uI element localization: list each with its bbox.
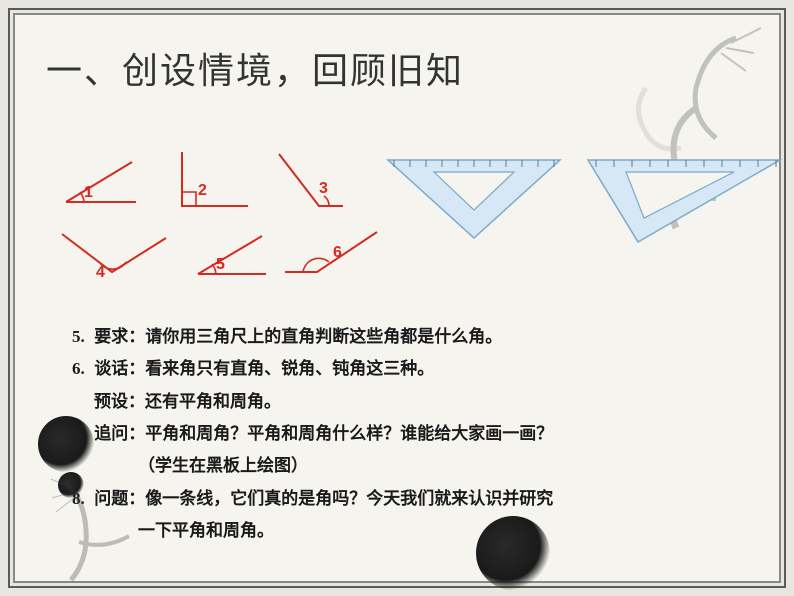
angles-row: 1 2 3 [54,144,784,304]
line-8: 8. 问题：像一条线，它们真的是角吗？今天我们就来认识并研究 [72,486,752,512]
text-block: 5. 要求：请你用三角尺上的直角判断这些角都是什么角。 6. 谈话：看来角只有直… [72,324,752,550]
line-6b: 预设：还有平角和周角。 [72,389,752,415]
slide-frame: 一、创设情境，回顾旧知 1 [8,8,786,588]
set-square-1 [384,154,564,249]
line-6-label: 谈话： [94,359,145,378]
line-7b: （学生在黑板上绘图） [72,453,752,479]
line-7: 7. 追问：平角和周角？平角和周角什么样？谁能给大家画一画？ [72,421,752,447]
line-6: 6. 谈话：看来角只有直角、锐角、钝角这三种。 [72,356,752,382]
angle-4: 4 [54,226,174,286]
line-7b-text: （学生在黑板上绘图） [138,456,308,475]
line-5: 5. 要求：请你用三角尺上的直角判断这些角都是什么角。 [72,324,752,350]
line-5-label: 要求： [94,327,145,346]
angle-1-label: 1 [84,184,93,202]
line-7-text: 平角和周角？平角和周角什么样？谁能给大家画一画？ [145,424,553,443]
angle-3-label: 3 [319,180,328,198]
set-square-2 [584,154,784,254]
line-8-text: 像一条线，它们真的是角吗？今天我们就来认识并研究 [145,489,553,508]
line-6-num: 6. [72,356,90,382]
line-6-text: 看来角只有直角、锐角、钝角这三种。 [145,359,434,378]
angle-2: 2 [164,144,254,219]
line-5-num: 5. [72,324,90,350]
angle-3: 3 [269,144,349,216]
angle-1: 1 [54,144,144,214]
line-5-text: 请你用三角尺上的直角判断这些角都是什么角。 [145,327,502,346]
angle-5: 5 [184,226,274,286]
ink-splash-1 [38,416,94,472]
line-7-label: 追问： [94,424,145,443]
slide-content: 一、创设情境，回顾旧知 1 [24,24,770,572]
line-8b-text: 一下平角和周角。 [138,521,274,540]
line-6b-text: 还有平角和周角。 [145,392,281,411]
angle-6-label: 6 [333,244,342,262]
ink-shrimp-bottom [44,472,154,592]
angle-6: 6 [279,226,389,286]
line-6b-label: 预设： [94,392,145,411]
angle-5-label: 5 [216,256,225,274]
angle-4-label: 4 [96,264,105,282]
line-8b: 一下平角和周角。 [72,518,752,544]
ink-splash-2 [476,516,550,590]
angle-2-label: 2 [198,182,207,200]
